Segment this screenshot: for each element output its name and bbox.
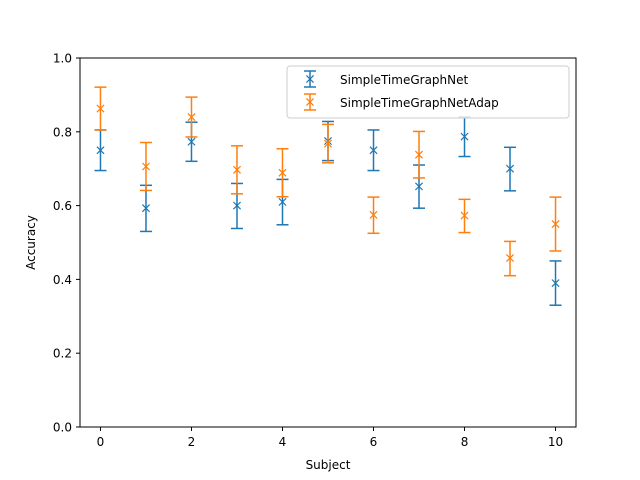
point-0-10 [551, 279, 560, 288]
point-0-2-stroke-b [187, 137, 196, 146]
legend-marker-0 [305, 74, 315, 84]
legend-item-1: SimpleTimeGraphNetAdap [304, 93, 499, 111]
x-tick-label-6: 6 [370, 435, 378, 449]
point-0-0-stroke-b [96, 146, 105, 155]
x-tick-label-2: 2 [188, 435, 196, 449]
y-tick-label-4: 0.8 [53, 125, 72, 139]
point-0-6-stroke-b [369, 146, 378, 155]
point-0-3 [232, 201, 242, 210]
point-0-1-stroke-b [141, 204, 151, 213]
point-1-4-stroke-b [278, 168, 287, 177]
point-0-4-stroke-b [278, 197, 287, 206]
point-1-5 [323, 139, 333, 148]
x-tick-label-10: 10 [548, 435, 563, 449]
point-0-0 [96, 146, 105, 155]
point-1-1-stroke-b [141, 162, 151, 171]
y-axis: 0.0 0.2 0.4 0.6 0.8 1.0 [53, 52, 80, 435]
y-tick-label-2: 0.4 [53, 273, 72, 287]
y-tick-label-0: 0.0 [53, 421, 72, 435]
point-0-6 [369, 146, 378, 155]
y-tick-label-3: 0.6 [53, 199, 72, 213]
point-1-1 [141, 162, 151, 171]
point-0-8 [460, 132, 469, 141]
x-tick-label-8: 8 [461, 435, 469, 449]
point-1-9-stroke-b [505, 253, 515, 263]
point-1-6 [369, 210, 378, 219]
legend: SimpleTimeGraphNet SimpleTimeGraphNetAdap [286, 65, 570, 119]
point-1-3-stroke-b [232, 165, 242, 174]
legend-label-0: SimpleTimeGraphNet [340, 73, 469, 87]
x-tick-label-4: 4 [279, 435, 287, 449]
plot-frame [79, 57, 577, 428]
point-1-2 [187, 113, 196, 122]
y-tick-label-1: 0.2 [53, 347, 72, 361]
point-1-10 [551, 220, 560, 229]
x-axis: 0 2 4 6 8 10 [97, 427, 563, 449]
point-1-9 [505, 253, 515, 263]
y-tick-label-5: 1.0 [53, 52, 72, 66]
point-1-0-stroke-b [96, 104, 105, 113]
x-axis-label: Subject [306, 458, 351, 472]
point-1-4 [278, 168, 287, 177]
point-1-3 [232, 165, 242, 174]
point-1-7-stroke-b [414, 150, 424, 159]
point-1-8-stroke-b [460, 211, 469, 220]
point-0-3-stroke-b [232, 201, 242, 210]
point-1-0 [96, 104, 105, 113]
point-0-1 [141, 204, 151, 213]
point-1-8 [460, 211, 469, 220]
point-1-7 [414, 150, 424, 159]
legend-item-0: SimpleTimeGraphNet [304, 70, 469, 88]
legend-label-1: SimpleTimeGraphNetAdap [340, 96, 499, 110]
point-0-9 [505, 164, 515, 173]
point-1-10-stroke-b [551, 220, 560, 229]
point-0-7-stroke-b [414, 182, 424, 191]
legend-marker-0-stroke-b [305, 74, 315, 84]
point-0-10-stroke-b [551, 279, 560, 288]
point-0-2 [187, 137, 196, 146]
plot-layer [94, 86, 562, 306]
point-1-6-stroke-b [369, 210, 378, 219]
point-0-7 [414, 182, 424, 191]
point-1-5-stroke-b [323, 139, 333, 148]
y-axis-label: Accuracy [24, 215, 38, 270]
x-tick-label-0: 0 [97, 435, 105, 449]
point-0-4 [278, 197, 287, 206]
legend-marker-1-stroke-b [305, 97, 315, 107]
point-1-2-stroke-b [187, 113, 196, 122]
series-1 [94, 86, 562, 277]
point-0-8-stroke-b [460, 132, 469, 141]
point-0-9-stroke-b [505, 164, 515, 173]
legend-marker-1 [305, 97, 315, 107]
legend-box [286, 65, 570, 119]
